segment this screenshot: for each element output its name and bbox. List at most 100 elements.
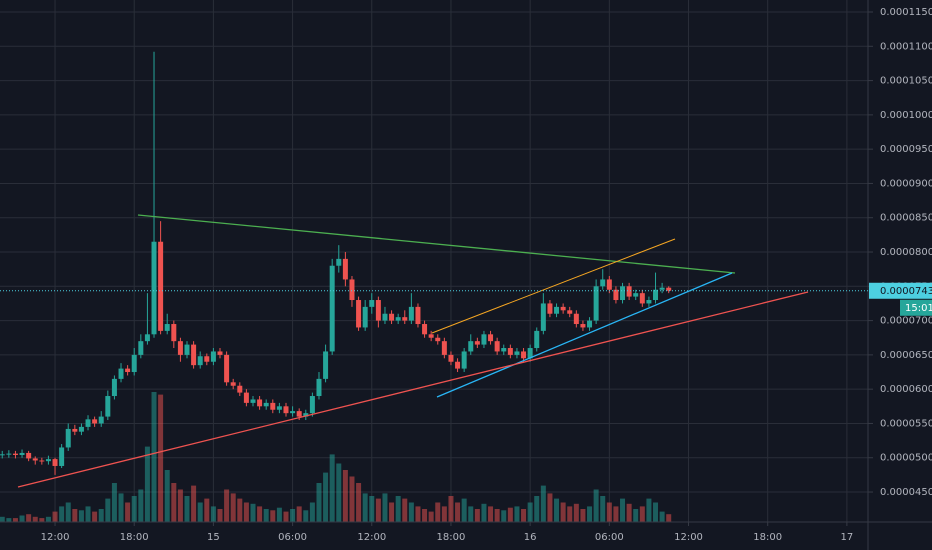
volume-bar	[138, 489, 144, 522]
volume-bar	[633, 509, 639, 522]
volume-bar	[448, 496, 454, 522]
candle-body	[26, 452, 32, 459]
candle-body	[342, 258, 348, 280]
volume-bar	[65, 502, 71, 522]
candle-body	[567, 310, 573, 314]
volume-bar	[105, 498, 111, 522]
candle-body	[0, 454, 5, 456]
volume-bar	[12, 518, 18, 522]
candle-body	[587, 320, 593, 328]
volume-bar	[375, 498, 381, 522]
candle-body	[435, 337, 441, 342]
candle-body	[646, 300, 652, 304]
volume-bar	[540, 485, 546, 522]
volume-bar	[547, 493, 553, 522]
candle-body	[428, 334, 434, 338]
candle-body	[402, 317, 408, 321]
volume-bar	[336, 463, 342, 522]
volume-bar	[243, 502, 249, 522]
volume-bar	[369, 496, 375, 522]
volume-pane	[0, 392, 672, 522]
candle-body	[131, 354, 137, 373]
candle-body	[309, 396, 315, 414]
volume-bar	[191, 485, 197, 522]
candle-body	[362, 306, 368, 328]
volume-bar	[422, 509, 428, 522]
volume-bar	[613, 506, 619, 522]
candle-body	[613, 289, 619, 301]
candle-body	[534, 330, 540, 349]
volume-bar	[580, 509, 586, 522]
trend-lines	[17, 214, 809, 488]
candle-body	[184, 344, 190, 355]
candle-body	[243, 392, 249, 403]
volume-bar	[39, 518, 45, 522]
volume-bar	[250, 503, 256, 522]
candle-body	[257, 399, 263, 407]
candle-body	[329, 265, 335, 352]
countdown-label: 15:01	[905, 303, 932, 314]
candle-body	[171, 324, 177, 342]
x-tick-label: 18:00	[753, 532, 782, 543]
volume-bar	[474, 509, 480, 522]
volume-bar	[329, 454, 335, 522]
candle-body	[375, 300, 381, 321]
volume-bar	[237, 498, 243, 522]
candle-body	[468, 341, 474, 352]
candle-body	[52, 459, 58, 466]
candle-body	[323, 351, 329, 379]
volume-bar	[85, 506, 91, 522]
candle-body	[12, 453, 18, 456]
volume-bar	[567, 506, 573, 522]
candle-body	[296, 411, 302, 417]
candle-body	[356, 300, 362, 328]
trend-line	[17, 291, 809, 488]
candle-body	[177, 341, 183, 355]
volume-bar	[0, 516, 5, 522]
volume-bar	[653, 502, 659, 522]
candle-body	[620, 286, 626, 301]
volume-bar	[224, 489, 230, 522]
volume-bar	[342, 470, 348, 522]
volume-bar	[45, 516, 51, 522]
candles	[0, 51, 672, 475]
candle-body	[316, 378, 322, 397]
candle-body	[32, 458, 38, 461]
candle-body	[283, 406, 289, 414]
candle-body	[514, 351, 520, 355]
volume-bar	[488, 506, 494, 522]
volume-bar	[52, 511, 58, 522]
volume-bar	[501, 510, 507, 522]
candle-body	[197, 356, 203, 366]
candle-body	[290, 411, 296, 414]
volume-bar	[521, 509, 527, 522]
volume-bar	[309, 502, 315, 522]
volume-bar	[151, 392, 157, 522]
volume-bar	[171, 483, 177, 522]
candle-body	[158, 241, 164, 331]
candle-body	[455, 361, 461, 369]
x-tick-label: 16	[524, 532, 537, 543]
volume-bar	[184, 496, 190, 522]
volume-bar	[26, 514, 32, 522]
volume-bar	[296, 506, 302, 522]
volume-bar	[72, 509, 78, 522]
volume-bar	[455, 502, 461, 522]
candle-body	[125, 368, 131, 373]
x-tick-label: 12:00	[41, 532, 70, 543]
volume-bar	[257, 506, 263, 522]
candle-body	[349, 279, 355, 301]
volume-bar	[210, 506, 216, 522]
candle-body	[481, 334, 487, 345]
candle-body	[230, 382, 236, 386]
countdown-box	[900, 299, 932, 316]
candle-body	[250, 399, 256, 403]
